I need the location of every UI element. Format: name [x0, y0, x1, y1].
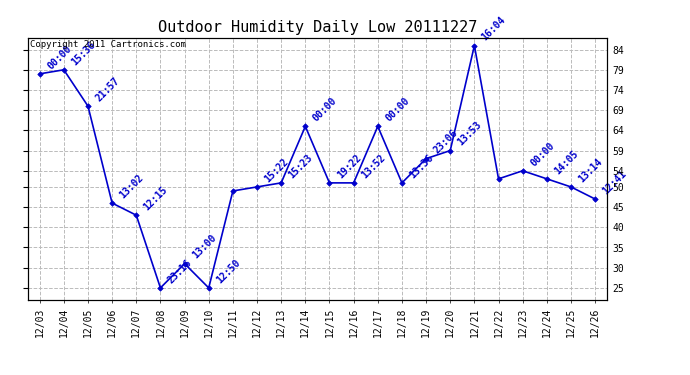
Text: 00:00: 00:00 [46, 43, 73, 71]
Text: 13:53: 13:53 [456, 120, 484, 148]
Text: 16:04: 16:04 [480, 15, 508, 43]
Text: 13:02: 13:02 [118, 172, 146, 200]
Text: 13:52: 13:52 [359, 152, 387, 180]
Text: 23:06: 23:06 [432, 128, 460, 156]
Text: 15:23: 15:23 [287, 152, 315, 180]
Text: 15:36: 15:36 [70, 39, 97, 67]
Text: 00:00: 00:00 [384, 96, 411, 124]
Text: 12:50: 12:50 [215, 257, 242, 285]
Text: 13:00: 13:00 [190, 233, 218, 261]
Text: 12:15: 12:15 [142, 184, 170, 212]
Title: Outdoor Humidity Daily Low 20111227: Outdoor Humidity Daily Low 20111227 [158, 20, 477, 35]
Text: 15:22: 15:22 [263, 156, 290, 184]
Text: 19:22: 19:22 [335, 152, 363, 180]
Text: 00:00: 00:00 [311, 96, 339, 124]
Text: 23:16: 23:16 [166, 257, 194, 285]
Text: 14:05: 14:05 [553, 148, 580, 176]
Text: 13:36: 13:36 [408, 152, 435, 180]
Text: 00:00: 00:00 [529, 140, 556, 168]
Text: Copyright 2011 Cartronics.com: Copyright 2011 Cartronics.com [30, 40, 186, 49]
Text: 13:14: 13:14 [577, 156, 604, 184]
Text: 21:57: 21:57 [94, 75, 121, 104]
Text: 12:41: 12:41 [601, 168, 629, 196]
